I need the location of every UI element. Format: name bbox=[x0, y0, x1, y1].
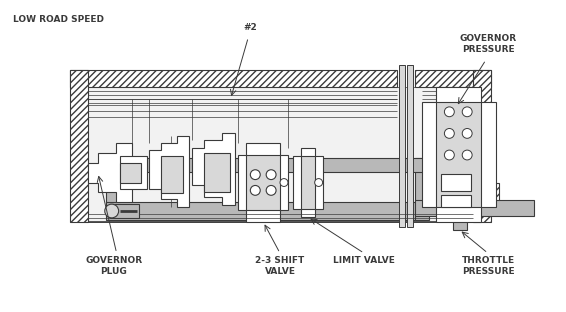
Bar bbox=[246, 155, 280, 210]
Bar bbox=[70, 70, 88, 222]
Bar bbox=[70, 70, 397, 87]
Circle shape bbox=[266, 185, 276, 195]
Polygon shape bbox=[293, 148, 323, 217]
Text: 2-3 SHIFT
VALVE: 2-3 SHIFT VALVE bbox=[255, 256, 305, 275]
Polygon shape bbox=[238, 143, 288, 222]
Text: #2: #2 bbox=[243, 23, 257, 32]
Polygon shape bbox=[88, 143, 132, 202]
Bar bbox=[119, 163, 142, 183]
Circle shape bbox=[250, 185, 260, 195]
Bar bbox=[453, 200, 467, 230]
Text: LOW ROAD SPEED: LOW ROAD SPEED bbox=[12, 15, 104, 24]
Bar bbox=[106, 202, 424, 220]
Text: LIMIT VALVE: LIMIT VALVE bbox=[333, 256, 395, 265]
Bar bbox=[106, 158, 428, 172]
Bar bbox=[301, 156, 315, 209]
Circle shape bbox=[444, 150, 454, 160]
Circle shape bbox=[280, 178, 288, 187]
Circle shape bbox=[444, 129, 454, 138]
Circle shape bbox=[250, 170, 260, 180]
Bar bbox=[415, 70, 491, 87]
Bar bbox=[436, 102, 481, 207]
Bar bbox=[119, 156, 147, 189]
Circle shape bbox=[462, 150, 472, 160]
Bar bbox=[204, 153, 230, 192]
Circle shape bbox=[105, 204, 119, 218]
Bar bbox=[415, 200, 534, 216]
Bar bbox=[106, 158, 119, 202]
Bar bbox=[88, 87, 473, 222]
Polygon shape bbox=[149, 136, 189, 207]
Bar bbox=[441, 174, 471, 191]
Bar bbox=[473, 183, 499, 207]
Circle shape bbox=[266, 170, 276, 180]
Circle shape bbox=[315, 178, 323, 187]
Circle shape bbox=[462, 129, 472, 138]
Bar bbox=[161, 156, 183, 193]
Circle shape bbox=[444, 107, 454, 117]
Bar bbox=[399, 65, 405, 227]
Bar bbox=[441, 195, 471, 207]
Polygon shape bbox=[192, 134, 235, 205]
Text: GOVERNOR
PLUG: GOVERNOR PLUG bbox=[85, 256, 142, 275]
Text: GOVERNOR
PRESSURE: GOVERNOR PRESSURE bbox=[460, 34, 517, 54]
Bar bbox=[110, 204, 139, 218]
Polygon shape bbox=[422, 87, 496, 222]
Text: THROTTLE
PRESSURE: THROTTLE PRESSURE bbox=[461, 256, 514, 275]
Bar bbox=[473, 70, 491, 222]
Circle shape bbox=[462, 107, 472, 117]
Bar bbox=[407, 65, 413, 227]
Bar bbox=[415, 158, 428, 220]
